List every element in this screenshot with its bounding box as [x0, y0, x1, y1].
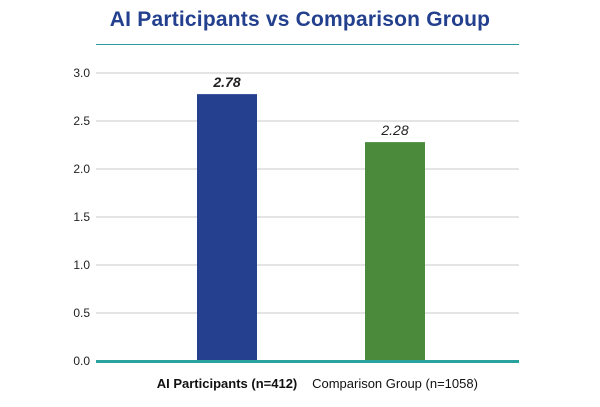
data-label: 2.78 — [212, 74, 240, 90]
y-tick-label: 3.0 — [73, 66, 90, 80]
y-tick-label: 0.0 — [73, 354, 90, 368]
y-tick-label: 1.5 — [73, 210, 90, 224]
chart-title: AI Participants vs Comparison Group — [109, 8, 491, 31]
data-label: 2.28 — [380, 122, 408, 138]
y-tick-label: 2.5 — [73, 114, 90, 128]
title-rule — [96, 44, 519, 45]
y-tick-label: 0.5 — [73, 306, 90, 320]
x-axis-baseline — [96, 360, 519, 363]
y-tick-label: 2.0 — [73, 162, 90, 176]
bar — [197, 94, 257, 362]
x-tick-label: Comparison Group (n=1058) — [312, 376, 478, 391]
x-tick-label: AI Participants (n=412) — [157, 376, 298, 391]
y-tick-label: 1.0 — [73, 258, 90, 272]
bar — [365, 142, 425, 361]
